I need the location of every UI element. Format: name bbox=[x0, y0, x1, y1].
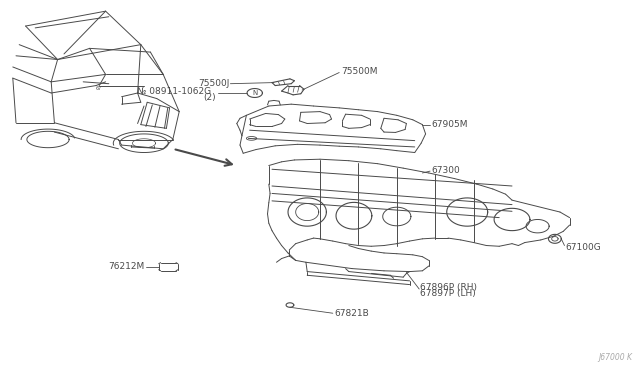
Text: 76212M: 76212M bbox=[108, 262, 145, 271]
Text: 75500M: 75500M bbox=[341, 67, 378, 76]
Text: N: N bbox=[252, 90, 257, 96]
Text: 67100G: 67100G bbox=[566, 243, 602, 252]
Text: 67821B: 67821B bbox=[334, 309, 369, 318]
Text: 75500J: 75500J bbox=[198, 79, 229, 88]
Text: 67300: 67300 bbox=[431, 166, 460, 175]
Text: J67000 K: J67000 K bbox=[598, 353, 632, 362]
Text: (2): (2) bbox=[204, 93, 216, 102]
Text: 67897P (LH): 67897P (LH) bbox=[420, 289, 476, 298]
Text: 67905M: 67905M bbox=[431, 120, 468, 129]
Text: 67896P (RH): 67896P (RH) bbox=[420, 283, 477, 292]
Text: № 08911-1062G: № 08911-1062G bbox=[137, 87, 211, 96]
Text: 67: 67 bbox=[96, 86, 102, 91]
